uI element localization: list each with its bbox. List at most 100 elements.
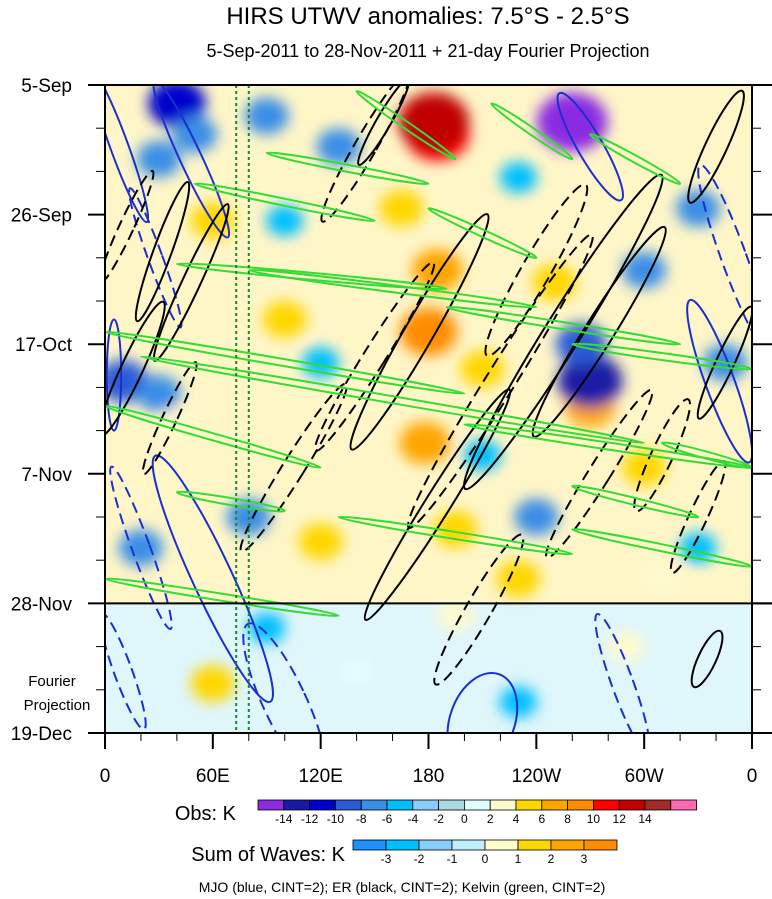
er-contour-12 <box>407 233 594 529</box>
obs-legend-level-2: -10 <box>327 812 345 826</box>
y-tick-label-5: 19-Dec <box>11 724 72 745</box>
obs-legend-swatch-15 <box>644 799 672 811</box>
chart-title: HIRS UTWV anomalies: 7.5°S - 2.5°S <box>226 3 629 30</box>
er-contour-19 <box>484 183 589 357</box>
anomaly-blob-36 <box>514 498 559 536</box>
projection-label-line1: Fourier <box>28 673 76 690</box>
x-tick-label-3: 180 <box>413 766 445 787</box>
er-contour-1 <box>134 180 191 323</box>
kelvin-contour-7 <box>247 268 538 309</box>
anomaly-blob-20 <box>190 665 235 703</box>
waves-legend-level-5: 2 <box>548 852 555 866</box>
er-contour-7 <box>363 388 512 621</box>
obs-legend-swatch-14 <box>618 799 646 811</box>
kelvin-contour-12 <box>105 404 322 469</box>
mjo-contour-4 <box>151 454 274 704</box>
anomaly-blob-18 <box>436 600 475 632</box>
anomaly-blob-38 <box>118 529 164 567</box>
obs-legend-level-13: 12 <box>613 812 627 826</box>
er-contours <box>105 85 752 689</box>
obs-legend-level-3: -8 <box>356 812 367 826</box>
waves-legend-swatch-4 <box>484 839 519 851</box>
mjo-contour-10 <box>242 622 328 733</box>
waves-legend-swatch-0 <box>352 839 387 851</box>
mjo-contour-12 <box>594 612 651 733</box>
kelvin-contour-2 <box>589 133 682 185</box>
anomaly-blob-30 <box>244 97 289 135</box>
er-contour-16 <box>545 388 654 559</box>
kelvin-contour-15 <box>337 515 574 556</box>
y-tick-label-4: 28-Nov <box>11 594 73 615</box>
chart-subtitle: 5-Sep-2011 to 28-Nov-2011 + 21-day Fouri… <box>206 41 649 61</box>
anomaly-blob-13 <box>643 563 681 595</box>
er-contour-0 <box>105 300 166 438</box>
anomaly-blob-5 <box>433 510 478 548</box>
waves-legend-swatch-6 <box>550 839 585 851</box>
obs-legend-swatch-8 <box>463 799 491 811</box>
obs-legend-level-5: -4 <box>407 812 418 826</box>
x-tick-label-0: 0 <box>100 766 111 787</box>
obs-legend-swatch-1 <box>283 799 310 811</box>
mjo-contour-2 <box>556 91 624 202</box>
kelvin-contour-16 <box>571 528 752 568</box>
waves-legend-level-6: 3 <box>581 852 588 866</box>
kelvin-contour-19 <box>175 490 286 513</box>
kelvin-contour-5 <box>427 207 538 260</box>
mjo-contour-7 <box>128 187 183 329</box>
kelvin-contour-4 <box>265 151 430 186</box>
waves-legend-swatch-2 <box>418 839 453 851</box>
kelvin-contour-8 <box>445 305 682 346</box>
obs-legend-swatch-16 <box>670 799 697 811</box>
er-contour-17 <box>239 382 348 553</box>
waves-legend-label: Sum of Waves: K <box>191 844 345 866</box>
y-tick-label-2: 17-Oct <box>15 335 73 356</box>
waves-legend-level-3: 0 <box>482 852 489 866</box>
obs-legend-level-0: -14 <box>275 812 293 826</box>
obs-legend-swatch-13 <box>593 799 620 811</box>
mjo-contour-6 <box>105 318 123 432</box>
er-contour-9 <box>690 629 724 689</box>
obs-legend: -14 -12 -10 -8 -6 -4 -2 0 2 4 6 8 10 12 14 <box>257 799 697 826</box>
anomaly-blob-29 <box>136 140 181 178</box>
anomaly-blob-4 <box>399 421 451 465</box>
er-contour-14 <box>105 169 155 284</box>
anomaly-blob-3 <box>412 248 463 292</box>
anomaly-blob-22 <box>536 92 608 152</box>
x-tick-label-6: 0 <box>747 766 758 787</box>
anomaly-blob-26 <box>172 115 217 153</box>
obs-legend-level-4: -6 <box>382 812 393 826</box>
plot-area <box>105 85 752 733</box>
obs-legend-swatch-9 <box>489 799 517 811</box>
waves-legend-swatch-7 <box>583 839 618 851</box>
anomaly-blob-39 <box>499 161 538 194</box>
anomaly-blob-7 <box>460 350 505 388</box>
obs-legend-swatch-7 <box>438 799 465 811</box>
er-contour-3 <box>349 213 490 451</box>
x-axis: 0 60E 120E 180 120W 60W 0 <box>100 733 758 787</box>
er-contour-5 <box>687 89 745 204</box>
x-tick-label-4: 120W <box>512 766 562 787</box>
y-tick-label-1: 26-Sep <box>11 206 72 227</box>
footnote: MJO (blue, CINT=2); ER (black, CINT=2); … <box>199 879 606 895</box>
anomaly-blob-28 <box>136 375 181 412</box>
reference-lines <box>235 85 250 733</box>
obs-legend-label: Obs: K <box>175 803 237 825</box>
obs-legend-swatch-3 <box>334 799 362 811</box>
y-tick-label-3: 7-Nov <box>21 465 72 486</box>
kelvin-contour-0 <box>355 90 457 161</box>
obs-legend-level-7: 0 <box>461 812 468 826</box>
anomaly-blob-42 <box>248 612 286 644</box>
anomaly-blob-43 <box>499 686 538 718</box>
obs-legend-swatch-6 <box>412 799 439 811</box>
mjo-contour-11 <box>105 612 147 731</box>
mjo-contour-9 <box>697 163 752 352</box>
obs-legend-swatch-10 <box>515 799 543 811</box>
anomaly-blob-2 <box>399 307 458 356</box>
x-tick-label-1: 60E <box>196 766 230 787</box>
y-axis: 5-Sep 26-Sep 17-Oct 7-Nov 28-Nov 19-Dec <box>11 76 772 745</box>
obs-legend-swatch-11 <box>541 799 568 811</box>
anomaly-blob-21 <box>341 658 372 685</box>
kelvin-contour-1 <box>490 102 574 161</box>
waves-legend-swatch-3 <box>451 839 486 851</box>
